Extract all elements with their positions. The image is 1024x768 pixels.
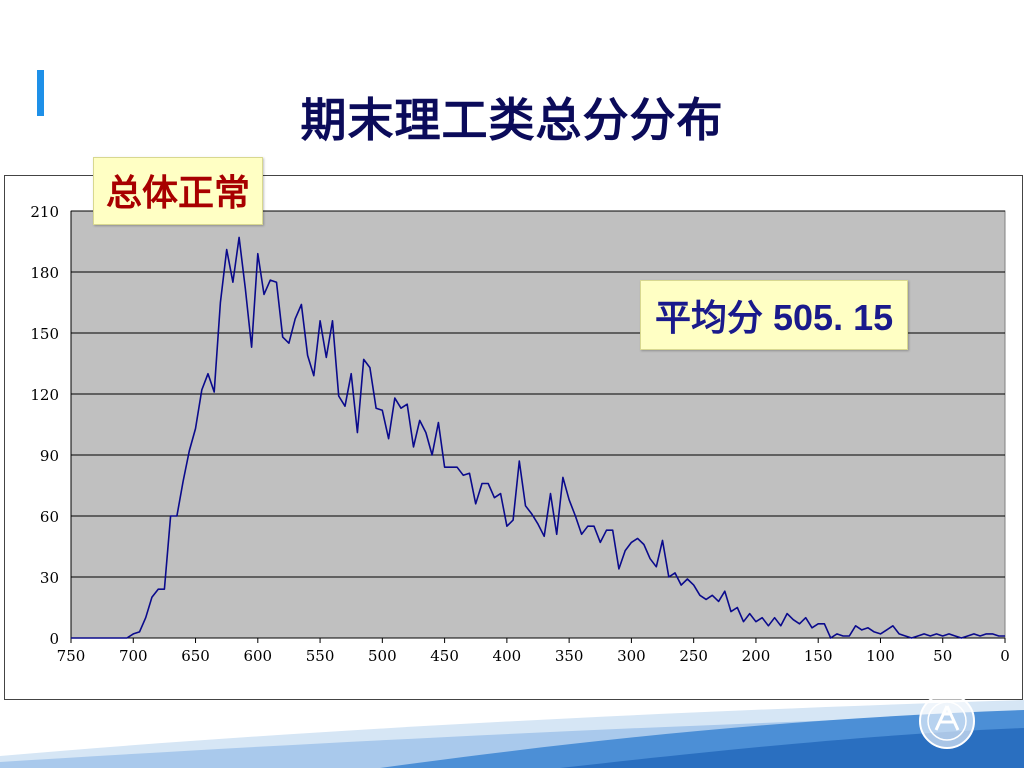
- school-logo-icon: [919, 693, 975, 749]
- x-tick-label: 300: [617, 647, 646, 665]
- footer-wave-decoration: [0, 700, 1024, 768]
- x-tick-label: 100: [866, 647, 895, 665]
- series-line: [71, 236, 1005, 639]
- x-tick-label: 700: [119, 647, 148, 665]
- y-tick-label: 120: [30, 386, 59, 404]
- x-tick-label: 450: [430, 647, 459, 665]
- x-tick-label: 50: [933, 647, 952, 665]
- x-tick-label: 550: [306, 647, 335, 665]
- x-tick-label: 150: [804, 647, 833, 665]
- y-tick-label: 0: [49, 630, 59, 648]
- y-tick-label: 180: [30, 264, 59, 282]
- y-tick-label: 30: [40, 569, 59, 587]
- x-tick-label: 400: [493, 647, 522, 665]
- callout-overall-normal: 总体正常: [93, 157, 264, 225]
- x-tick-label: 500: [368, 647, 397, 665]
- x-tick-label: 750: [57, 647, 86, 665]
- x-tick-label: 650: [181, 647, 210, 665]
- y-tick-label: 90: [40, 447, 59, 465]
- title-accent-bar: [37, 70, 44, 116]
- x-tick-label: 600: [243, 647, 272, 665]
- x-tick-label: 200: [742, 647, 771, 665]
- chart-frame: 0 30 60 90 120 150 180 210 750 700 650 600 550 500 450…: [4, 175, 1023, 700]
- slide-title: 期末理工类总分分布: [300, 93, 724, 147]
- plot-area: [70, 210, 1006, 639]
- y-tick-label: 210: [30, 203, 59, 221]
- x-tick-label: 250: [679, 647, 708, 665]
- x-tick-label: 350: [555, 647, 584, 665]
- y-tick-label: 150: [30, 325, 59, 343]
- y-tick-label: 60: [40, 508, 59, 526]
- callout-mean-score: 平均分 505. 15: [640, 280, 909, 350]
- x-tick-label: 0: [1000, 647, 1010, 665]
